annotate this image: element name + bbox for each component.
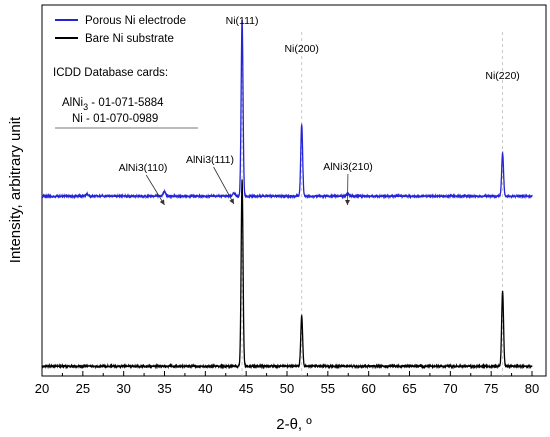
- peak-annotations: Ni(111) Ni(200) Ni(220) AlNi3(110) AlNi3(111…: [119, 15, 520, 206]
- peak-guide-lines: [241, 32, 504, 376]
- annotation-arrow: [145, 174, 165, 206]
- legend: Porous Ni electrode Bare Ni substrate: [55, 15, 186, 45]
- x-tick-label: 25: [76, 381, 90, 396]
- x-tick-label: 75: [484, 381, 498, 396]
- x-tick-label: 65: [402, 381, 416, 396]
- y-axis-label: Intensity, arbitrary unit: [7, 116, 24, 263]
- x-tick-label: 70: [443, 381, 457, 396]
- x-tick-label: 35: [157, 381, 171, 396]
- icdd-line2: Ni - 01-070-0989: [72, 113, 158, 125]
- annotation-arrowhead: [345, 199, 351, 205]
- legend-label-porous: Porous Ni electrode: [85, 15, 186, 27]
- annotation-label: AlNi3(110): [119, 162, 168, 174]
- icdd-title: ICDD Database cards:: [53, 67, 168, 79]
- x-tick-label: 55: [321, 381, 335, 396]
- icdd-line1: AlNi3 - 01-071-5884: [62, 97, 164, 112]
- annotation-label: Ni(111): [226, 15, 259, 27]
- annotation-label: AlNi3(111): [186, 154, 234, 166]
- legend-label-bare: Bare Ni substrate: [85, 33, 174, 45]
- plot-frame: [41, 4, 547, 377]
- annotation-label: AlNi3(210): [323, 161, 373, 173]
- series-line-bare-ni: [41, 179, 533, 370]
- x-tick-label: 80: [525, 381, 539, 396]
- annotation-arrow: [213, 166, 235, 205]
- x-tick-label: 40: [198, 381, 212, 396]
- x-axis-label: 2-θ, º: [276, 416, 312, 433]
- x-tick-label: 60: [361, 381, 375, 396]
- x-tick-label: 30: [116, 381, 130, 396]
- series-layer: [41, 19, 533, 370]
- x-tick-label: 20: [35, 381, 49, 396]
- icdd-line1-sub: 3: [83, 102, 88, 112]
- annotation-arrowhead: [159, 199, 165, 205]
- annotation-label: Ni(220): [485, 70, 519, 82]
- series-line-porous-ni: [41, 19, 533, 200]
- icdd-info: ICDD Database cards: AlNi3 - 01-071-5884…: [53, 67, 198, 129]
- x-tick-label: 45: [239, 381, 253, 396]
- annotation-label: Ni(200): [284, 43, 318, 55]
- icdd-line1-pre: AlNi: [62, 97, 83, 109]
- x-tick-label: 50: [280, 381, 294, 396]
- icdd-line1-post: - 01-071-5884: [88, 97, 164, 109]
- x-axis-ticks: 20 25 30 35 40 45 50 55 60 65 70 75 80: [35, 371, 539, 396]
- annotation-arrowhead: [229, 198, 234, 204]
